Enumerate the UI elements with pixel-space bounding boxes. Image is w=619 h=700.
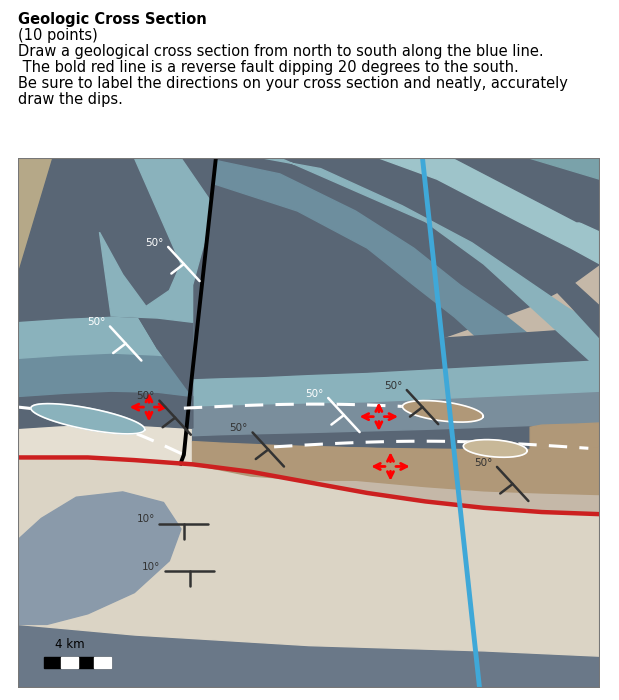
Text: 10°: 10° — [142, 562, 160, 572]
Polygon shape — [193, 359, 600, 406]
Polygon shape — [53, 158, 600, 412]
Text: 50°: 50° — [136, 391, 155, 401]
Text: (10 points): (10 points) — [18, 28, 98, 43]
Polygon shape — [193, 442, 600, 480]
Polygon shape — [193, 442, 600, 494]
Text: 10°: 10° — [136, 514, 155, 524]
Polygon shape — [530, 423, 600, 449]
Polygon shape — [18, 353, 193, 396]
Polygon shape — [402, 400, 483, 422]
Text: 50°: 50° — [87, 317, 105, 327]
Polygon shape — [193, 391, 600, 435]
Polygon shape — [18, 424, 193, 464]
Bar — [44, 657, 111, 668]
Polygon shape — [193, 423, 600, 455]
Polygon shape — [31, 404, 145, 434]
Text: 50°: 50° — [305, 389, 324, 399]
Text: Geologic Cross Section: Geologic Cross Section — [18, 12, 207, 27]
Polygon shape — [18, 391, 193, 428]
Polygon shape — [100, 158, 210, 322]
Polygon shape — [18, 316, 193, 359]
Text: 4 km: 4 km — [55, 638, 84, 651]
Text: Be sure to label the directions on your cross section and neatly, accurately: Be sure to label the directions on your … — [18, 76, 568, 91]
Polygon shape — [76, 158, 216, 428]
Polygon shape — [18, 624, 600, 688]
Text: 50°: 50° — [384, 381, 402, 391]
Polygon shape — [18, 158, 123, 274]
Polygon shape — [530, 158, 600, 179]
Text: The bold red line is a reverse fault dipping 20 degrees to the south.: The bold red line is a reverse fault dip… — [18, 60, 519, 75]
Polygon shape — [193, 328, 600, 379]
Polygon shape — [464, 440, 527, 457]
Polygon shape — [88, 158, 600, 423]
Polygon shape — [18, 492, 181, 624]
Bar — [61, 657, 77, 668]
Polygon shape — [204, 158, 600, 370]
Text: draw the dips.: draw the dips. — [18, 92, 123, 107]
Polygon shape — [18, 158, 193, 349]
Text: 50°: 50° — [230, 424, 248, 433]
Text: 50°: 50° — [145, 238, 163, 248]
Text: Draw a geological cross section from north to south along the blue line.: Draw a geological cross section from nor… — [18, 44, 543, 59]
Text: 50°: 50° — [474, 458, 492, 468]
Bar — [94, 657, 111, 668]
Polygon shape — [454, 158, 600, 222]
Polygon shape — [262, 158, 600, 338]
Polygon shape — [18, 458, 600, 656]
Polygon shape — [379, 158, 600, 264]
